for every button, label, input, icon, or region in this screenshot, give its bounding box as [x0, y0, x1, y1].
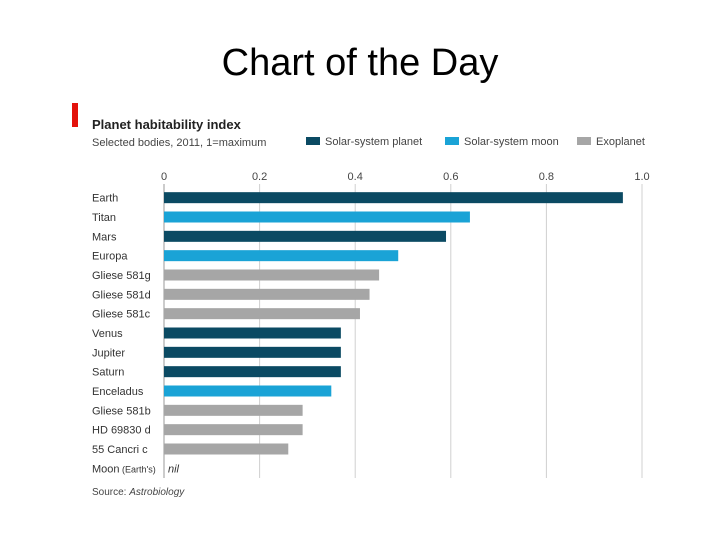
category-label: Mars [92, 231, 117, 243]
category-label: Earth [92, 193, 118, 205]
legend-swatch-planet [306, 137, 320, 145]
bar-titan [164, 211, 470, 223]
category-label: Titan [92, 212, 116, 224]
bar-gliese-581c [164, 308, 360, 320]
category-label: Gliese 581d [92, 289, 151, 301]
category-label: 55 Cancri c [92, 444, 148, 456]
category-label: Moon (Earth's) [92, 463, 156, 475]
economist-red-tag [72, 103, 78, 127]
bar-earth [164, 192, 623, 204]
bar-venus [164, 327, 341, 339]
x-axis-ticks: 0 0.2 0.4 0.6 0.8 1.0 [161, 171, 650, 183]
bar-hd-69830-d [164, 424, 303, 436]
bar-jupiter [164, 346, 341, 358]
legend-label-planet: Solar-system planet [325, 136, 422, 148]
category-label: Gliese 581b [92, 405, 151, 417]
bar-gliese-581d [164, 288, 370, 300]
legend: Solar-system planet Solar-system moon Exop… [306, 136, 645, 148]
x-tick-label: 0 [161, 171, 167, 183]
category-labels: Earth Titan Mars Europa Gliese 581g Gliese 58… [92, 193, 156, 476]
bar-enceladus [164, 385, 332, 397]
legend-swatch-moon [445, 137, 459, 145]
chart-subtitle: Selected bodies, 2011, 1=maximum [92, 137, 266, 149]
source-name: Astrobiology [128, 487, 185, 498]
x-tick-label: 1.0 [634, 171, 649, 183]
category-label: Enceladus [92, 386, 144, 398]
category-label: Gliese 581c [92, 309, 151, 321]
bar-gliese-581g [164, 269, 380, 281]
x-tick-label: 0.2 [252, 171, 267, 183]
x-tick-label: 0.6 [443, 171, 458, 183]
bar-europa [164, 250, 399, 262]
bar-55-cancri-c [164, 443, 289, 455]
legend-swatch-exo [577, 137, 591, 145]
source-label: Source: [92, 487, 126, 498]
bar-mars [164, 230, 447, 242]
bar-saturn [164, 366, 341, 378]
category-label: HD 69830 d [92, 425, 151, 437]
bar-gliese-581b [164, 404, 303, 416]
value-label-nil: nil [168, 463, 180, 475]
x-tick-label: 0.4 [348, 171, 363, 183]
x-tick-label: 0.8 [539, 171, 554, 183]
category-label: Europa [92, 251, 128, 263]
legend-label-exo: Exoplanet [596, 136, 645, 148]
category-label: Venus [92, 328, 123, 340]
category-label: Jupiter [92, 347, 125, 359]
category-label: Saturn [92, 367, 124, 379]
legend-label-moon: Solar-system moon [464, 136, 559, 148]
chart-title: Planet habitability index [92, 117, 242, 132]
source-note: Source: Astrobiology [92, 487, 185, 498]
category-label: Gliese 581g [92, 270, 151, 282]
bars: nil [164, 192, 623, 475]
slide-title: Chart of the Day [221, 42, 499, 84]
